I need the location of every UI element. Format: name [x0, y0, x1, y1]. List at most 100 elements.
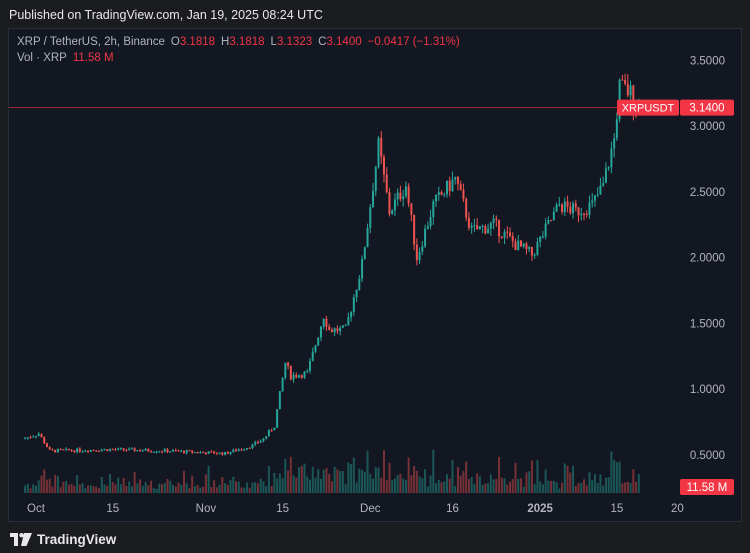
- volume-bar: [440, 482, 443, 493]
- candle-body: [632, 85, 635, 111]
- candle-body: [624, 80, 627, 85]
- candle-body: [155, 451, 158, 453]
- candle-body: [626, 84, 629, 96]
- candle-body: [202, 452, 205, 454]
- candle-body: [418, 251, 421, 261]
- volume-bar: [89, 485, 92, 493]
- volume-bar: [528, 471, 531, 493]
- candle-body: [100, 449, 103, 452]
- volume-bar: [591, 480, 594, 493]
- volume-bar: [489, 474, 492, 493]
- candle-body: [67, 448, 70, 451]
- volume-bar: [163, 483, 166, 493]
- volume-bar: [317, 469, 320, 493]
- volume-bar: [270, 486, 273, 493]
- candle-body: [448, 180, 451, 192]
- volume-bar: [215, 487, 218, 493]
- symbol-tag: XRPUSDT: [622, 103, 675, 115]
- volume-bar: [273, 472, 276, 493]
- volume-bar: [555, 482, 558, 493]
- candle-body: [235, 449, 238, 452]
- x-tick-label: 15: [276, 503, 289, 515]
- volume-bar: [100, 476, 103, 493]
- candle-body: [372, 191, 375, 208]
- volume-bar: [585, 485, 588, 493]
- volume-bar: [309, 479, 311, 493]
- volume-bar: [473, 484, 476, 493]
- volume-bar: [59, 487, 62, 493]
- volume-bar: [476, 473, 479, 493]
- volume-bar: [519, 478, 522, 493]
- candle-body: [352, 297, 355, 312]
- volume-bar: [596, 482, 599, 493]
- candle-body: [37, 433, 40, 436]
- volume-bar: [374, 467, 377, 493]
- volume-bar: [103, 484, 106, 493]
- volume-bar: [467, 479, 470, 493]
- candle-body: [333, 328, 336, 333]
- candle-body: [615, 119, 618, 139]
- volume-bar: [193, 486, 196, 493]
- volume-bar: [421, 478, 424, 493]
- volume-bar: [481, 484, 484, 493]
- volume-bar: [161, 484, 164, 493]
- volume-bar: [204, 474, 207, 493]
- candle-body: [95, 450, 98, 452]
- volume-bar: [437, 479, 440, 493]
- candle-body: [426, 226, 429, 229]
- candle-body: [210, 451, 213, 453]
- volume-bar: [459, 475, 462, 493]
- volume-bar: [196, 485, 199, 493]
- volume-bar: [380, 477, 383, 493]
- candle-body: [188, 450, 191, 452]
- volume-bar: [172, 484, 174, 493]
- candle-body: [470, 225, 473, 228]
- open-label: O: [170, 36, 180, 48]
- volume-bar: [358, 468, 361, 493]
- volume-bar: [563, 463, 566, 493]
- candle-body: [536, 241, 539, 255]
- candle-body: [402, 196, 405, 200]
- volume-bar: [462, 471, 465, 493]
- low-value: 3.1323: [276, 36, 313, 48]
- volume-bar: [245, 482, 248, 493]
- volume-bar: [525, 472, 528, 493]
- volume-bar: [191, 475, 194, 493]
- volume-bar: [407, 457, 410, 493]
- volume-bar: [522, 486, 525, 493]
- volume-bar: [289, 456, 292, 493]
- volume-bar: [402, 478, 405, 493]
- price-tag-bg: [680, 99, 734, 116]
- footer: [0, 524, 750, 553]
- tradingview-logo[interactable]: TradingView: [10, 531, 116, 547]
- volume-bar: [182, 470, 185, 493]
- volume-bar: [226, 484, 229, 493]
- volume-bar: [319, 478, 322, 493]
- candle-body: [182, 450, 185, 454]
- candle-body: [226, 451, 229, 454]
- candle-body: [517, 240, 520, 251]
- volume-bar: [514, 462, 517, 493]
- candle-body: [218, 452, 221, 454]
- volume-bar: [67, 484, 70, 493]
- candle-body: [407, 186, 410, 204]
- volume-bar: [218, 484, 221, 493]
- tradingview-brand: TradingView: [37, 531, 117, 547]
- candle-body: [243, 449, 246, 451]
- volume-bar: [506, 484, 509, 493]
- candle-body: [380, 137, 383, 157]
- candle-body: [87, 450, 90, 452]
- candle-body: [462, 189, 465, 200]
- candle-body: [196, 451, 199, 453]
- volume-bar: [300, 465, 303, 493]
- volume-bar: [443, 481, 446, 493]
- candle-body: [292, 374, 295, 380]
- candle-body: [366, 228, 369, 248]
- candle-body: [344, 325, 347, 327]
- volume-bar: [48, 478, 51, 493]
- volume-bar: [621, 483, 624, 493]
- candle-body: [591, 200, 594, 203]
- candle-body: [62, 449, 65, 451]
- volume-bar: [637, 474, 640, 493]
